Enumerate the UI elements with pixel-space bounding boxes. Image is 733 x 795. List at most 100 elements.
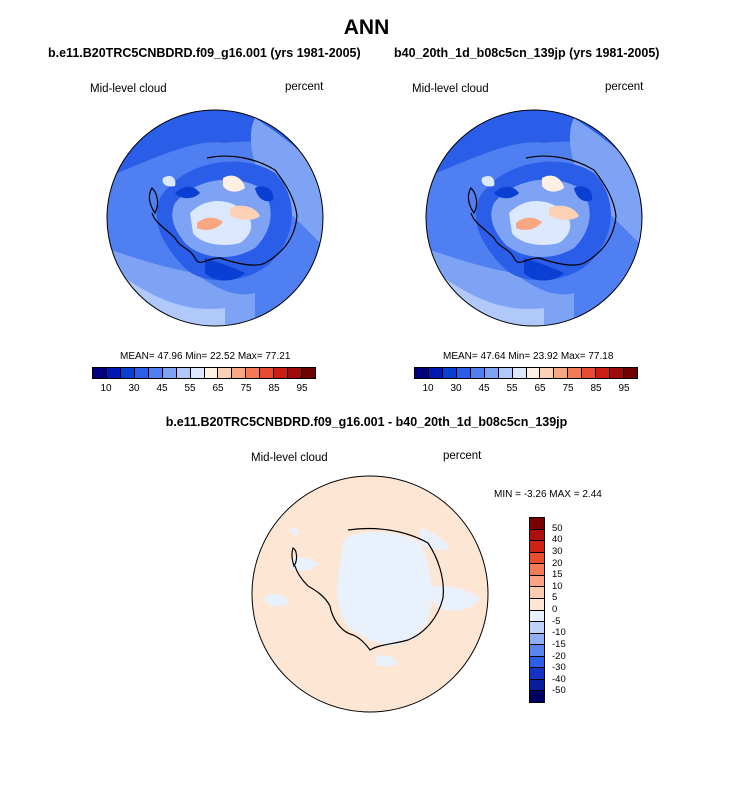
colorbar-tick-label: 45: [478, 383, 490, 394]
colorbar-tick-label: -20: [552, 650, 566, 662]
colorbar-tick-label: -40: [552, 673, 566, 685]
colorbar-tick-label: -15: [552, 638, 566, 650]
colorbar-swatch: [540, 368, 555, 378]
colorbar-tick-label: 30: [552, 545, 563, 557]
colorbar-tick-label: -10: [552, 627, 566, 639]
colorbar-swatch: [530, 610, 544, 623]
colorbar-swatch: [204, 368, 219, 378]
colorbar-swatch: [512, 368, 527, 378]
colorbar-tick-label: 85: [590, 383, 602, 394]
panel-1-stats: MEAN= 47.96 Min= 22.52 Max= 77.21: [120, 351, 291, 362]
colorbar-swatch: [260, 368, 275, 378]
colorbar-swatch: [568, 368, 583, 378]
colorbar-swatch: [530, 587, 544, 599]
colorbar-swatch: [530, 645, 544, 657]
colorbar-tick-label: 40: [552, 534, 563, 546]
colorbar-swatch: [93, 368, 107, 378]
colorbar-swatch: [470, 368, 485, 378]
colorbar-tick-label: -30: [552, 662, 566, 674]
colorbar-swatch: [530, 529, 544, 542]
colorbar-swatch: [134, 368, 149, 378]
colorbar-tick-label: -5: [552, 615, 561, 627]
colorbar-swatch: [428, 368, 443, 378]
panel-2-units-label: percent: [605, 81, 644, 93]
colorbar-swatch: [530, 518, 544, 530]
colorbar-swatch: [442, 368, 457, 378]
colorbar-swatch: [106, 368, 121, 378]
panel-2-variable-label: Mid-level cloud: [412, 83, 489, 95]
colorbar-swatch: [274, 368, 289, 378]
colorbar-swatch: [162, 368, 177, 378]
colorbar-tick-label: 20: [552, 557, 563, 569]
colorbar-swatch: [176, 368, 191, 378]
colorbar-swatch: [530, 598, 544, 611]
panel-1-units-label: percent: [285, 81, 324, 93]
plot-title: ANN: [343, 16, 390, 39]
diff-stats: MIN = -3.26 MAX = 2.44: [494, 489, 602, 500]
colorbar-swatch: [302, 368, 315, 378]
colorbar-tick-label: 75: [562, 383, 574, 394]
colorbar-swatch: [530, 575, 544, 588]
colorbar-swatch: [530, 622, 544, 634]
colorbar-tick-label: 5: [552, 592, 558, 604]
panel-1-colorbar: [92, 367, 316, 379]
diff-polar-map: [251, 475, 489, 713]
colorbar-tick-label: 30: [128, 383, 140, 394]
colorbar-swatch: [526, 368, 541, 378]
colorbar-swatch: [530, 691, 544, 702]
colorbar-swatch: [415, 368, 429, 378]
panel-2-colorbar-labels: 10 30 45 55 65 75 85 95: [414, 383, 638, 395]
colorbar-swatch: [582, 368, 597, 378]
colorbar-swatch: [624, 368, 637, 378]
colorbar-tick-label: 10: [100, 383, 112, 394]
panel-1-colorbar-labels: 10 30 45 55 65 75 85 95: [92, 383, 316, 395]
colorbar-tick-label: 50: [552, 522, 563, 534]
colorbar-tick-label: 30: [450, 383, 462, 394]
colorbar-swatch: [530, 668, 544, 680]
panel-2-case-title: b40_20th_1d_b08c5cn_139jp (yrs 1981-2005…: [394, 46, 660, 60]
colorbar-swatch: [554, 368, 569, 378]
colorbar-tick-label: 65: [212, 383, 224, 394]
colorbar-tick-label: 0: [552, 604, 558, 615]
panel-1-case-title: b.e11.B20TRC5CNBDRD.f09_g16.001 (yrs 198…: [48, 46, 361, 60]
colorbar-swatch: [610, 368, 625, 378]
colorbar-swatch: [218, 368, 233, 378]
colorbar-swatch: [148, 368, 163, 378]
colorbar-swatch: [246, 368, 261, 378]
colorbar-swatch: [288, 368, 303, 378]
colorbar-tick-label: 95: [296, 383, 308, 394]
diff-units-label: percent: [443, 450, 482, 462]
colorbar-swatch: [596, 368, 611, 378]
colorbar-tick-label: 65: [534, 383, 546, 394]
colorbar-swatch: [530, 679, 544, 692]
colorbar-tick-label: 10: [422, 383, 434, 394]
diff-colorbar: [529, 517, 545, 703]
colorbar-swatch: [120, 368, 135, 378]
diff-title: b.e11.B20TRC5CNBDRD.f09_g16.001 - b40_20…: [165, 415, 568, 429]
diff-variable-label: Mid-level cloud: [251, 452, 328, 464]
colorbar-tick-label: 10: [552, 580, 563, 592]
colorbar-swatch: [530, 552, 544, 565]
colorbar-tick-label: 15: [552, 569, 563, 581]
colorbar-tick-label: 95: [618, 383, 630, 394]
colorbar-tick-label: -50: [552, 685, 566, 697]
panel-2-polar-map: [425, 109, 643, 327]
colorbar-tick-label: 85: [268, 383, 280, 394]
colorbar-tick-label: 75: [240, 383, 252, 394]
colorbar-swatch: [530, 656, 544, 669]
colorbar-swatch: [530, 633, 544, 646]
panel-1-polar-map: [106, 109, 324, 327]
colorbar-swatch: [456, 368, 471, 378]
panel-1-variable-label: Mid-level cloud: [90, 83, 167, 95]
diff-colorbar-labels: 50 40 30 20 15 10 5 0 -5 -10 -15 -20 -30 -40 -50: [552, 517, 582, 703]
colorbar-swatch: [484, 368, 499, 378]
colorbar-swatch: [232, 368, 247, 378]
colorbar-tick-label: 45: [156, 383, 168, 394]
colorbar-tick-label: 55: [184, 383, 196, 394]
panel-2-stats: MEAN= 47.64 Min= 23.92 Max= 77.18: [443, 351, 614, 362]
colorbar-swatch: [190, 368, 205, 378]
panel-2-colorbar: [414, 367, 638, 379]
colorbar-swatch: [530, 541, 544, 553]
colorbar-swatch: [498, 368, 513, 378]
colorbar-tick-label: 55: [506, 383, 518, 394]
